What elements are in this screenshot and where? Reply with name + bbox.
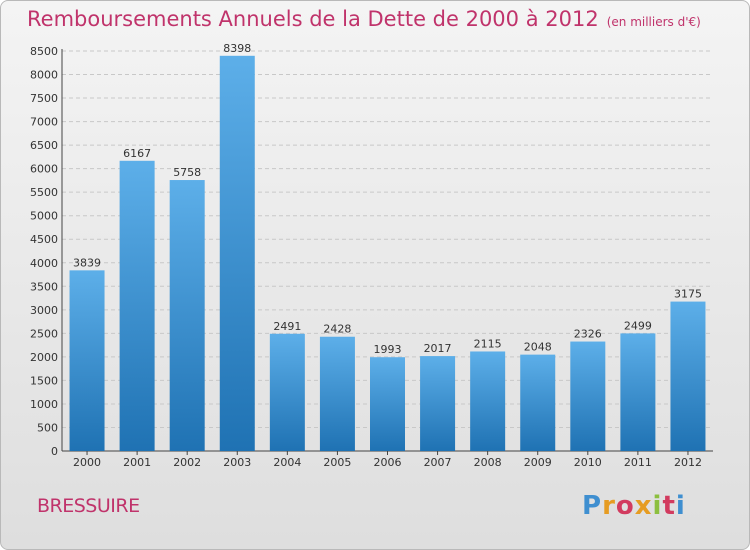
y-tick-label: 4000 (30, 257, 58, 270)
x-tick-label: 2003 (223, 456, 251, 469)
bar (470, 351, 506, 451)
data-label: 2428 (323, 323, 351, 336)
title-text: Remboursements Annuels de la Dette de 20… (27, 7, 599, 31)
x-tick-label: 2012 (674, 456, 702, 469)
data-label: 1993 (374, 343, 402, 356)
chart-title: Remboursements Annuels de la Dette de 20… (27, 7, 701, 31)
bar (370, 357, 405, 451)
data-label: 3175 (674, 288, 702, 301)
x-tick-label: 2001 (123, 456, 151, 469)
y-tick-label: 5000 (30, 210, 58, 223)
data-label: 2491 (273, 320, 301, 333)
y-tick-label: 6000 (30, 163, 58, 176)
bar (169, 180, 205, 452)
y-tick-label: 3500 (30, 280, 58, 293)
x-tick-label: 2002 (173, 456, 201, 469)
x-tick-label: 2008 (474, 456, 502, 469)
bar (269, 333, 305, 451)
bar (570, 341, 606, 451)
x-tick-label: 2011 (624, 456, 652, 469)
data-label: 2499 (624, 319, 652, 332)
bar (670, 301, 706, 451)
x-tick-label: 2007 (424, 456, 452, 469)
y-tick-label: 8500 (30, 45, 58, 58)
x-tick-label: 2005 (323, 456, 351, 469)
y-tick-label: 2500 (30, 327, 58, 340)
y-tick-label: 0 (51, 445, 58, 458)
data-label: 6167 (123, 147, 151, 160)
bar (69, 270, 105, 451)
x-tick-label: 2000 (73, 456, 101, 469)
y-tick-label: 1000 (30, 398, 58, 411)
unit-label: (en milliers d'€) (606, 15, 701, 29)
x-tick-label: 2004 (273, 456, 301, 469)
y-tick-label: 2000 (30, 351, 58, 364)
y-tick-label: 500 (37, 421, 58, 434)
place-name: BRESSUIRE (37, 495, 140, 517)
bar (420, 356, 456, 451)
proxiti-logo: Proxiti (582, 491, 686, 521)
y-tick-label: 8000 (30, 69, 58, 82)
y-tick-label: 3000 (30, 304, 58, 317)
data-label: 2017 (424, 342, 452, 355)
y-tick-label: 7500 (30, 92, 58, 105)
data-label: 2326 (574, 328, 602, 341)
data-label: 8398 (223, 42, 251, 55)
x-tick-label: 2006 (374, 456, 402, 469)
y-tick-label: 1500 (30, 374, 58, 387)
data-label: 2115 (474, 337, 502, 350)
x-tick-label: 2010 (574, 456, 602, 469)
bar (620, 333, 656, 451)
bar (520, 354, 556, 451)
bar (319, 336, 355, 451)
y-tick-label: 5500 (30, 186, 58, 199)
y-tick-label: 4500 (30, 233, 58, 246)
bar (119, 160, 155, 451)
data-label: 3839 (73, 256, 101, 269)
y-tick-label: 6500 (30, 139, 58, 152)
data-label: 5758 (173, 166, 201, 179)
y-tick-label: 7000 (30, 116, 58, 129)
bar (219, 55, 255, 452)
data-label: 2048 (524, 341, 552, 354)
x-tick-label: 2009 (524, 456, 552, 469)
